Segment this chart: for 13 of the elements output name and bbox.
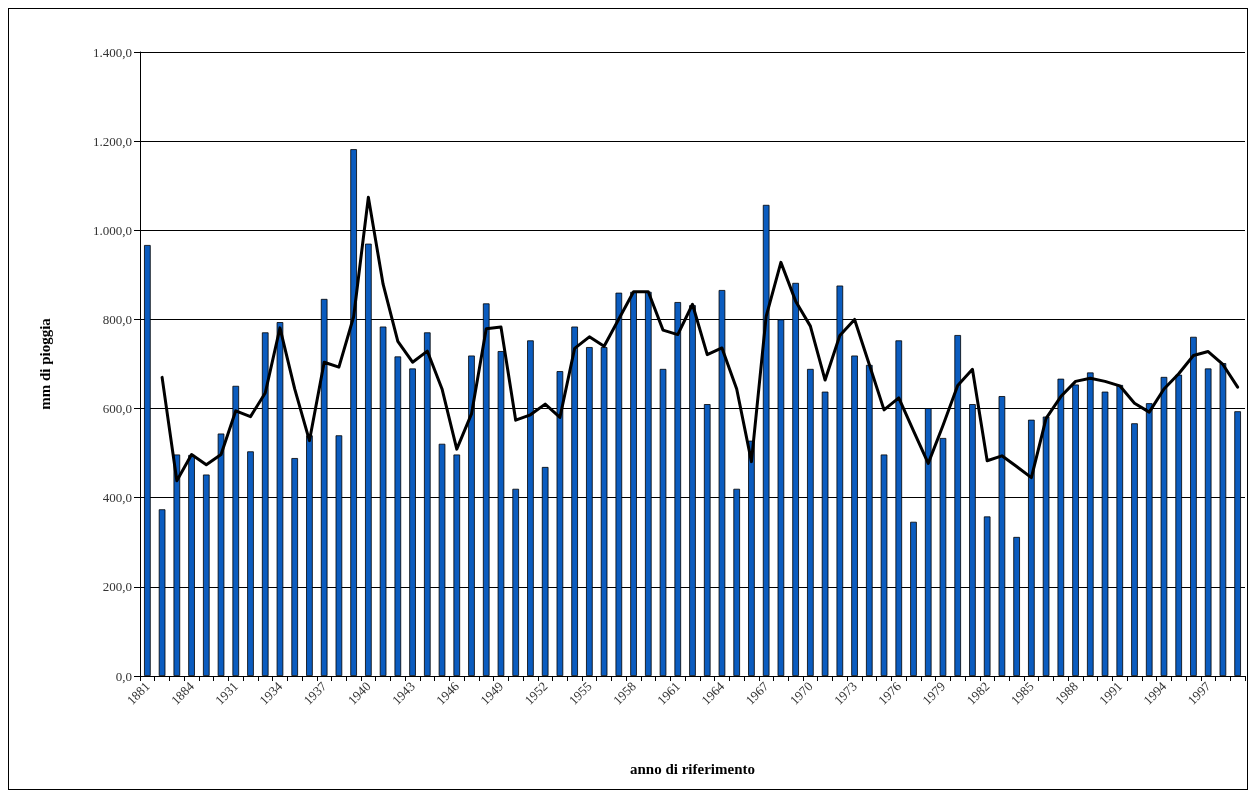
y-axis-title: mm di pioggia [36,317,53,410]
y-tick-label: 600,0 [102,401,132,417]
y-tick-label: 0,0 [115,668,132,684]
y-tick-label: 200,0 [102,579,132,595]
x-axis-title: anno di riferimento [630,760,755,777]
x-tick-label: 1991 [1096,678,1126,708]
y-tick-label: 1.200,0 [93,133,132,149]
y-tick-label: 1.400,0 [93,44,132,60]
x-tick-label: 1961 [654,678,684,708]
y-tick-label: 400,0 [102,490,132,506]
y-tick-label: 800,0 [102,311,132,327]
x-tick-label: 1931 [212,678,242,708]
y-tick-label: 1.000,0 [93,222,132,238]
